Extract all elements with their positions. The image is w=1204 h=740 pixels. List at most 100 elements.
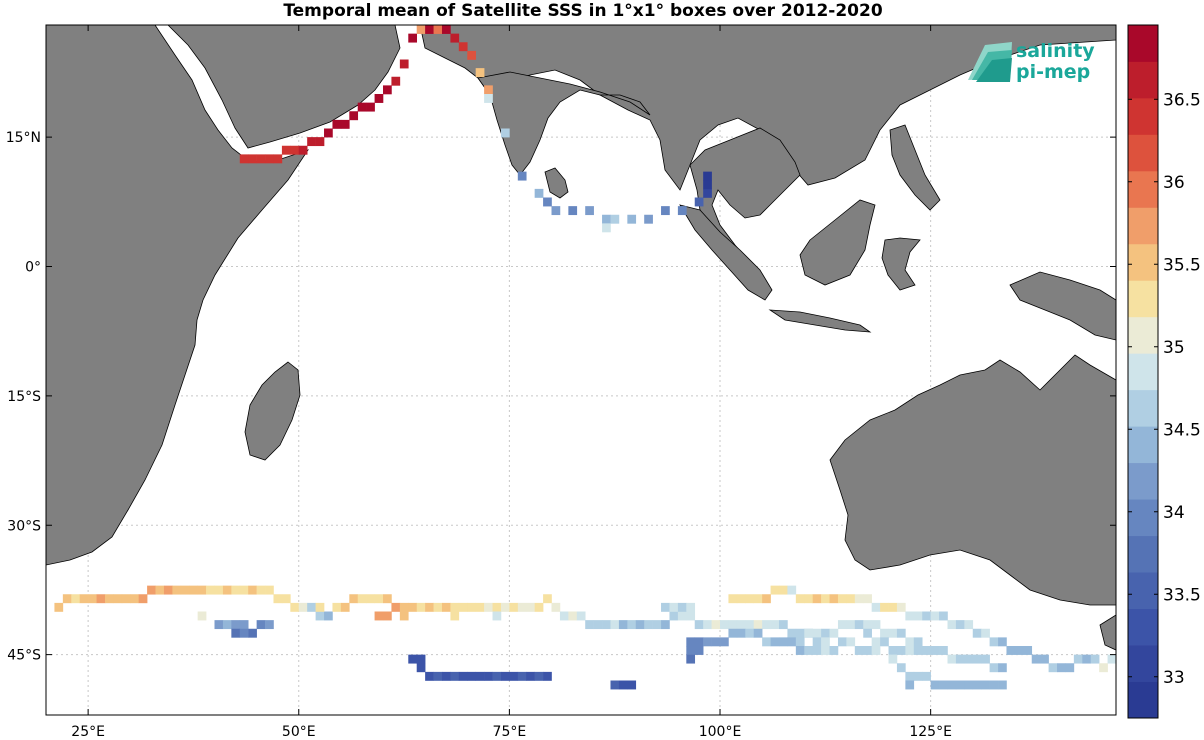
sss-cell (509, 602, 519, 612)
sss-cell (896, 628, 906, 638)
sss-cell (854, 594, 864, 604)
sss-cell (416, 663, 426, 673)
sss-cell (172, 585, 182, 595)
sss-cell (357, 594, 367, 604)
sss-cell (79, 594, 89, 604)
sss-cell (736, 628, 746, 638)
sss-cell (644, 620, 653, 630)
sss-cell (298, 145, 308, 155)
sss-cell (871, 620, 881, 630)
sss-cell (778, 637, 788, 647)
sss-cell (290, 602, 300, 612)
sss-cell (821, 594, 830, 604)
sss-cell (661, 602, 670, 612)
sss-cell (349, 111, 359, 121)
sss-cell (846, 620, 856, 630)
colorbar-block (1128, 535, 1158, 573)
sss-cell (543, 594, 552, 604)
lat-tick-label: 0° (25, 260, 41, 276)
sss-cell (686, 654, 696, 664)
colorbar-block (1128, 243, 1158, 281)
sss-cell (913, 671, 923, 681)
sss-cell (677, 206, 687, 216)
sss-cell (829, 628, 839, 638)
sss-cell (585, 206, 594, 216)
sss-cell (416, 25, 426, 34)
sss-cell (972, 628, 982, 638)
colorbar-block (1128, 316, 1158, 354)
land-sumatra (679, 204, 773, 301)
sss-cell (239, 628, 249, 638)
sss-cell (821, 637, 830, 647)
sss-cell (88, 594, 97, 604)
lat-tick-label: 45°S (7, 648, 41, 664)
sss-cell (762, 637, 771, 647)
sss-cell (425, 602, 434, 612)
land-sulawesi (881, 237, 921, 291)
land-srilanka (544, 167, 569, 199)
sss-cell (1006, 646, 1016, 655)
sss-cell (1023, 646, 1033, 655)
colorbar-tick-label: 33 (1163, 668, 1185, 688)
sss-cell (981, 680, 990, 690)
sss-cell (265, 154, 274, 164)
sss-cell (484, 85, 493, 95)
sss-cell (357, 102, 367, 112)
sss-cell (231, 585, 241, 595)
sss-cell (96, 594, 106, 604)
sss-cell (307, 602, 316, 612)
colorbar-block (1128, 134, 1158, 172)
colorbar-tick-label: 36.5 (1163, 90, 1201, 110)
sss-cell (1099, 663, 1108, 673)
colorbar-tick-label: 35 (1163, 338, 1185, 358)
sss-cell (248, 628, 257, 638)
sss-cell (955, 654, 965, 664)
colorbar: 33 33.5 34 34.5 35 35.5 36 36.5 (1127, 24, 1201, 719)
sss-cell (475, 602, 485, 612)
sss-cell (694, 620, 704, 630)
sss-cell (804, 646, 813, 655)
sss-cell (383, 611, 392, 621)
sss-cell (913, 637, 923, 647)
sss-cell (753, 594, 763, 604)
lon-tick-label: 75°E (493, 724, 527, 740)
sss-cell (905, 637, 915, 647)
land-philippines (889, 124, 941, 211)
sss-cell (686, 602, 696, 612)
sss-cell (795, 628, 805, 638)
land-madagascar (244, 361, 301, 461)
sss-cell (896, 646, 906, 655)
sss-cell (677, 611, 687, 621)
sss-cell (441, 25, 451, 34)
sss-cell (517, 671, 527, 681)
sss-cell (450, 611, 460, 621)
colorbar-frame (1127, 24, 1159, 719)
sss-cell (222, 620, 232, 630)
sss-cell (366, 102, 375, 112)
sss-cell (256, 585, 266, 595)
sss-cell (265, 585, 274, 595)
colorbar-tick-label: 34 (1163, 503, 1185, 523)
sss-cell (1057, 663, 1066, 673)
sss-cell (340, 119, 350, 129)
sss-cell (736, 620, 746, 630)
sss-cell (298, 602, 308, 612)
sss-cell (787, 628, 797, 638)
sss-cell (593, 620, 603, 630)
sss-cell (989, 663, 999, 673)
sss-cell (871, 646, 881, 655)
lat-tick-label: 15°S (7, 389, 41, 405)
sss-cell (214, 620, 224, 630)
sss-cell (349, 594, 359, 604)
sss-cell (71, 594, 81, 604)
sss-cell (981, 654, 990, 664)
sss-cell (922, 611, 931, 621)
sss-cell (450, 33, 460, 43)
sss-cell (1090, 654, 1100, 664)
colorbar-tick-label: 36 (1163, 173, 1185, 193)
colorbar-block (1128, 426, 1158, 464)
sss-cell (602, 214, 611, 224)
sss-cell (450, 671, 460, 681)
sss-cell (686, 637, 696, 647)
sss-cell (753, 620, 763, 630)
